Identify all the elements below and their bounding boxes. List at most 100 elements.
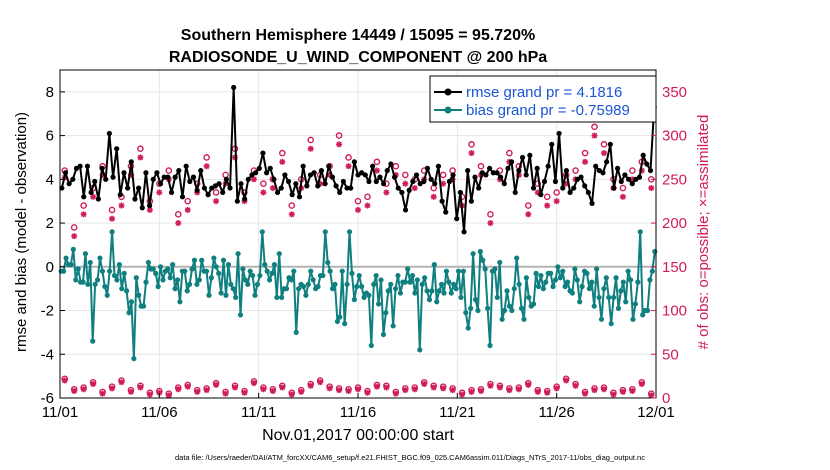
rmse-point: [121, 170, 127, 176]
obs-assimilated-marker: [326, 385, 333, 392]
bias-point: [133, 275, 139, 281]
obs-possible-marker: [506, 149, 513, 157]
rmse-point: [278, 185, 284, 191]
obs-assimilated-stroke: [412, 185, 418, 191]
bias-point: [586, 286, 592, 292]
bias-point: [533, 270, 539, 276]
bias-point: [611, 294, 617, 301]
bias-point: [577, 299, 583, 305]
bias-point: [470, 251, 476, 257]
bias-point: [480, 257, 486, 263]
bias-point: [557, 275, 563, 281]
bias-point: [361, 294, 367, 301]
bias-point: [172, 286, 178, 292]
rmse-point: [530, 185, 537, 191]
obs-possible-marker: [629, 167, 636, 174]
bias-point: [300, 283, 307, 290]
obs-assimilated-stroke: [601, 150, 607, 156]
bias-point: [640, 312, 646, 318]
bias-point: [623, 299, 629, 305]
bias-point: [194, 281, 200, 287]
obs-possible-marker: [373, 158, 381, 166]
obs-assimilated-marker: [648, 185, 655, 192]
obs-assimilated-stroke: [222, 390, 229, 397]
obs-assimilated-stroke: [449, 387, 456, 393]
obs-assimilated-marker: [477, 388, 484, 395]
bias-point: [82, 251, 89, 257]
bias-point: [276, 251, 282, 257]
obs-assimilated-marker: [373, 167, 380, 174]
bias-point: [206, 292, 212, 298]
obs-possible-marker: [184, 197, 192, 205]
rmse-point: [234, 198, 240, 204]
rmse-point: [238, 181, 244, 187]
bias-point: [216, 270, 222, 276]
bias-point: [80, 279, 86, 285]
bias-point: [383, 310, 389, 316]
rmse-point: [406, 187, 412, 193]
rmse-point: [563, 167, 570, 174]
bias-point: [356, 272, 362, 279]
obs-possible-marker: [80, 202, 87, 209]
obs-assimilated-marker: [563, 377, 570, 384]
y2-tick-label: 300: [662, 128, 687, 145]
obs-assimilated-stroke: [345, 388, 352, 394]
bias-point: [620, 279, 626, 285]
obs-assimilated-stroke: [289, 391, 295, 398]
obs-assimilated-stroke: [440, 180, 446, 187]
bias-point: [371, 281, 377, 287]
rmse-point: [231, 84, 237, 91]
obs-assimilated-stroke: [317, 379, 323, 385]
bias-point: [349, 270, 355, 276]
obs-assimilated-stroke: [535, 189, 541, 196]
obs-assimilated-marker: [127, 388, 134, 395]
bias-point: [259, 229, 265, 235]
obs-possible-marker: [364, 193, 371, 201]
rmse-point: [329, 174, 336, 180]
obs-assimilated-stroke: [109, 385, 115, 392]
bias-point: [315, 283, 321, 290]
bias-point: [407, 279, 413, 285]
obs-possible-marker: [477, 162, 485, 170]
bias-point: [218, 290, 224, 296]
bias-point: [288, 277, 294, 283]
obs-assimilated-stroke: [137, 154, 144, 161]
bias-point: [73, 277, 79, 283]
rmse-point: [450, 172, 456, 178]
bias-point: [453, 286, 459, 292]
bias-point: [375, 301, 382, 307]
obs-assimilated-stroke: [402, 387, 409, 393]
rmse-point: [607, 141, 613, 147]
bias-point: [320, 272, 326, 279]
bias-point: [167, 275, 173, 281]
rmse-point: [304, 183, 310, 189]
obs-assimilated-marker: [279, 158, 286, 165]
obs-assimilated-marker: [383, 189, 390, 196]
obs-assimilated-stroke: [430, 384, 437, 391]
obs-assimilated-marker: [109, 215, 116, 222]
obs-assimilated-stroke: [203, 163, 210, 169]
obs-assimilated-marker: [411, 386, 418, 393]
obs-assimilated-marker: [90, 193, 97, 200]
rmse-point: [256, 165, 262, 171]
bias-point: [572, 266, 578, 272]
bias-point: [92, 281, 98, 287]
rmse-point: [125, 185, 131, 191]
rmse-point: [454, 216, 460, 222]
rmse-point: [571, 185, 577, 191]
obs-assimilated-stroke: [270, 388, 276, 394]
rmse-point: [183, 163, 189, 169]
rmse-point: [227, 185, 233, 191]
bias-point: [412, 290, 418, 296]
obs-assimilated-stroke: [572, 383, 579, 389]
rmse-point: [457, 189, 463, 196]
obs-assimilated-marker: [345, 388, 352, 395]
bias-point: [475, 307, 481, 314]
rmse-point: [490, 170, 496, 176]
obs-assimilated-stroke: [251, 380, 257, 386]
obs-assimilated-marker: [600, 150, 607, 157]
obs-assimilated-marker: [392, 390, 399, 397]
bias-point: [482, 266, 488, 272]
rmse-point: [245, 176, 251, 182]
